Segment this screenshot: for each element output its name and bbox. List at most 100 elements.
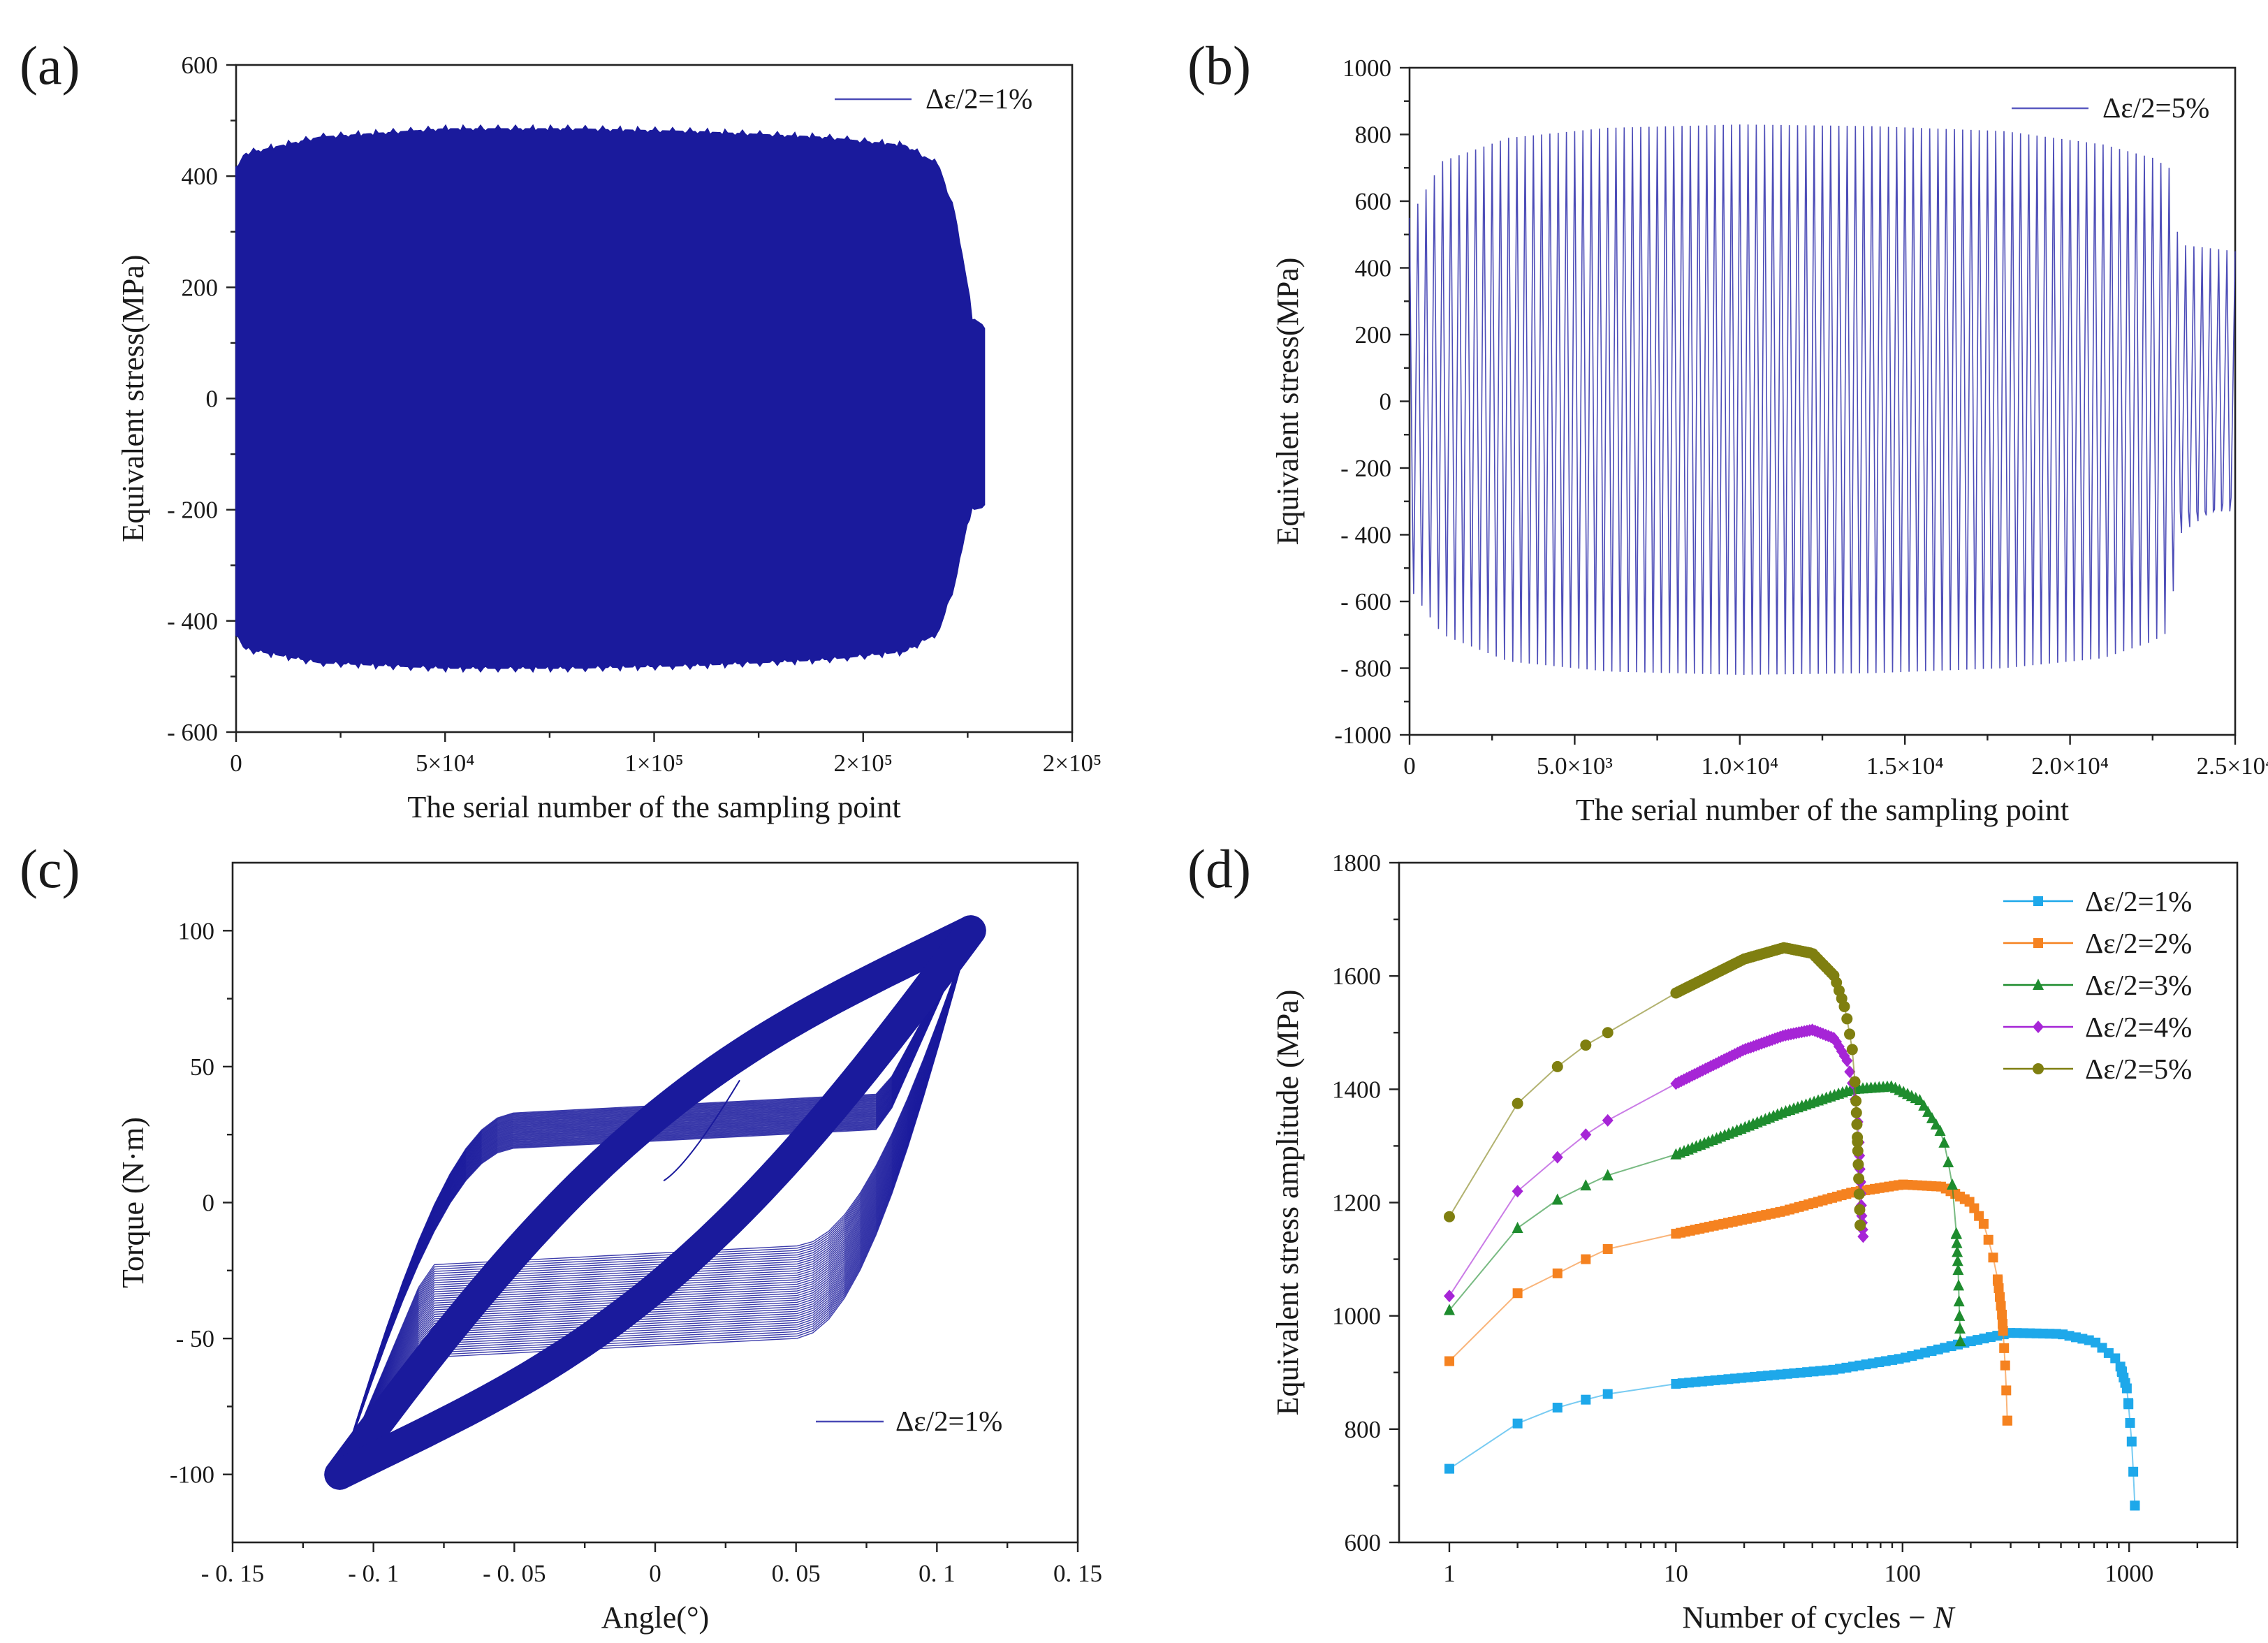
data-point-square: [2126, 1436, 2137, 1447]
x-tick-label: - 0. 1: [348, 1560, 399, 1587]
data-point-square: [1444, 1356, 1454, 1366]
data-point-square: [1602, 1243, 1613, 1254]
data-point-diamond: [1580, 1128, 1592, 1141]
legend-label: Δε/2=1%: [2085, 885, 2192, 917]
x-tick-label: 1×10⁵: [624, 750, 683, 777]
panel-a-stress-history-1pct: 0 5×10⁴ 1×10⁵ 2×10⁵ 2×10⁵ - 600 - 400 - 200 0 200…: [20, 35, 1102, 824]
x-tick-label: - 0. 15: [201, 1560, 264, 1587]
data-point-triangle: [1954, 1309, 1966, 1321]
data-point-circle: [1851, 1118, 1863, 1130]
y-tick-label: -1000: [1334, 722, 1391, 749]
series-line: [1449, 1029, 1864, 1297]
data-point-square: [1993, 1283, 2004, 1294]
data-point-circle: [1853, 1173, 1865, 1185]
y-tick-label: - 600: [1340, 588, 1391, 615]
data-point-square: [2000, 1360, 2010, 1371]
loop-curve-lower: [339, 930, 972, 1475]
data-point-triangle: [1952, 1264, 1964, 1276]
series-line: [1449, 947, 1861, 1225]
data-point-square: [1999, 1343, 2010, 1353]
x-tick-label: 5.0×10³: [1537, 752, 1613, 780]
x-axis-label: The serial number of the sampling point: [1576, 793, 2069, 827]
data-point-circle: [2033, 1063, 2044, 1074]
y-tick-label: - 50: [176, 1325, 214, 1352]
series-23pct: [1443, 1080, 1966, 1347]
data-point-square: [1581, 1394, 1591, 1405]
y-tick-label: 0: [1380, 388, 1392, 416]
y-tick-label: 600: [1345, 1529, 1382, 1556]
y-tick-label: 1600: [1332, 963, 1381, 990]
series-stress-envelope: [235, 124, 986, 673]
x-tick-label: 0: [1403, 752, 1416, 780]
panel-b-stress-history-5pct: 0 5.0×10³ 1.0×10⁴ 1.5×10⁴ 2.0×10⁴ 2.5×10⁴ -100…: [1187, 35, 2268, 827]
data-point-triangle: [1926, 1111, 1938, 1123]
panel-c-torque-angle-hysteresis: - 0. 15 - 0. 1 - 0. 05 0 0. 05 0. 1 0. 15 -100 -…: [20, 838, 1102, 1635]
loop-saturated-lower: [324, 915, 986, 1490]
x-tick-label: 2.5×10⁴: [2197, 752, 2268, 780]
data-point-triangle: [1580, 1179, 1592, 1191]
data-point-circle: [1580, 1039, 1592, 1051]
panel-label: (a): [20, 35, 80, 96]
data-point-diamond: [1443, 1290, 1455, 1303]
data-point-diamond: [1857, 1230, 1869, 1243]
data-point-circle: [1852, 1145, 1864, 1157]
data-point-triangle: [1954, 1335, 1966, 1347]
y-axis-label: Equivalent stress amplitude (MPa): [1271, 990, 1305, 1416]
data-point-triangle: [1443, 1304, 1455, 1315]
data-point-circle: [1838, 1000, 1850, 1012]
series-22pct: [1444, 1179, 2012, 1426]
y-tick-label: 400: [1355, 255, 1392, 282]
y-tick-label: 0: [206, 386, 219, 413]
data-point-square: [2121, 1383, 2132, 1394]
x-tick-label: 1: [1443, 1560, 1456, 1587]
x-tick-label: 0. 05: [772, 1560, 821, 1587]
data-point-square: [1997, 1309, 2007, 1320]
data-point-triangle: [1512, 1221, 1523, 1233]
y-tick-label: 50: [190, 1053, 214, 1081]
y-tick-label: - 400: [167, 608, 218, 635]
y-tick-label: 200: [1355, 321, 1392, 349]
data-point-square: [2123, 1399, 2134, 1410]
series-line: [1449, 1332, 2136, 1506]
data-point-circle: [1854, 1219, 1866, 1231]
initial-loading-curve: [663, 1079, 740, 1182]
data-point-square: [2130, 1500, 2140, 1511]
data-point-circle: [1512, 1097, 1523, 1109]
x-tick-label: 5×10⁴: [416, 750, 474, 777]
data-point-square: [1983, 1234, 1993, 1245]
y-axis-label: Equivalent stress(MPa): [1271, 258, 1305, 546]
loop-curve-lower: [339, 930, 972, 1475]
series-24pct: [1443, 1023, 1869, 1303]
data-point-diamond: [1844, 1065, 1856, 1079]
y-tick-label: 1000: [1342, 54, 1391, 82]
x-tick-label: 1.5×10⁴: [1866, 752, 1944, 780]
data-point-square: [1969, 1203, 1980, 1213]
y-axis-label: Equivalent stress(MPa): [116, 255, 150, 543]
data-point-square: [2033, 938, 2043, 948]
series-line: [1449, 1086, 1961, 1342]
legend-label: Δε/2=1%: [895, 1405, 1002, 1437]
legend-label: Δε/2=5%: [2102, 92, 2209, 124]
y-tick-label: -100: [170, 1461, 214, 1489]
data-point-square: [1444, 1463, 1454, 1474]
data-point-triangle: [1953, 1295, 1965, 1307]
data-point-circle: [1841, 1013, 1853, 1025]
x-tick-label: 2×10⁵: [1043, 750, 1102, 777]
x-tick-label: 2×10⁵: [834, 750, 893, 777]
data-point-triangle: [1954, 1322, 1966, 1334]
x-tick-label: 100: [1885, 1560, 1922, 1587]
data-point-triangle: [1946, 1178, 1958, 1190]
y-tick-label: 1800: [1332, 849, 1381, 877]
loop-curve-lower: [339, 930, 972, 1475]
data-point-square: [1512, 1288, 1523, 1299]
series-hysteresis-loops: [324, 915, 986, 1490]
data-point-square: [1974, 1211, 1984, 1221]
y-tick-label: 200: [182, 274, 219, 301]
y-tick-label: 1000: [1332, 1303, 1381, 1330]
x-axis-label: Angle(°): [601, 1600, 709, 1635]
y-tick-label: 1200: [1332, 1190, 1381, 1217]
data-point-diamond: [2033, 1021, 2044, 1033]
legend-label: Δε/2=3%: [2085, 969, 2192, 1001]
data-point-square: [1995, 1292, 2005, 1302]
